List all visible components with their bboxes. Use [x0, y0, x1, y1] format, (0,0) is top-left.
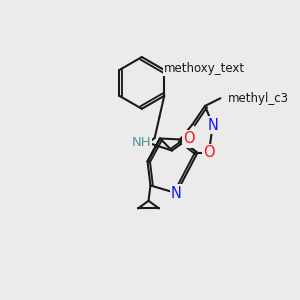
Text: O: O: [183, 131, 195, 146]
Text: O: O: [203, 146, 215, 160]
Text: O: O: [179, 61, 190, 75]
Text: methyl_c3: methyl_c3: [228, 92, 289, 105]
Text: N: N: [207, 118, 218, 133]
Text: methoxy_text: methoxy_text: [164, 61, 245, 75]
Text: N: N: [171, 186, 182, 201]
Text: NH: NH: [131, 136, 151, 149]
